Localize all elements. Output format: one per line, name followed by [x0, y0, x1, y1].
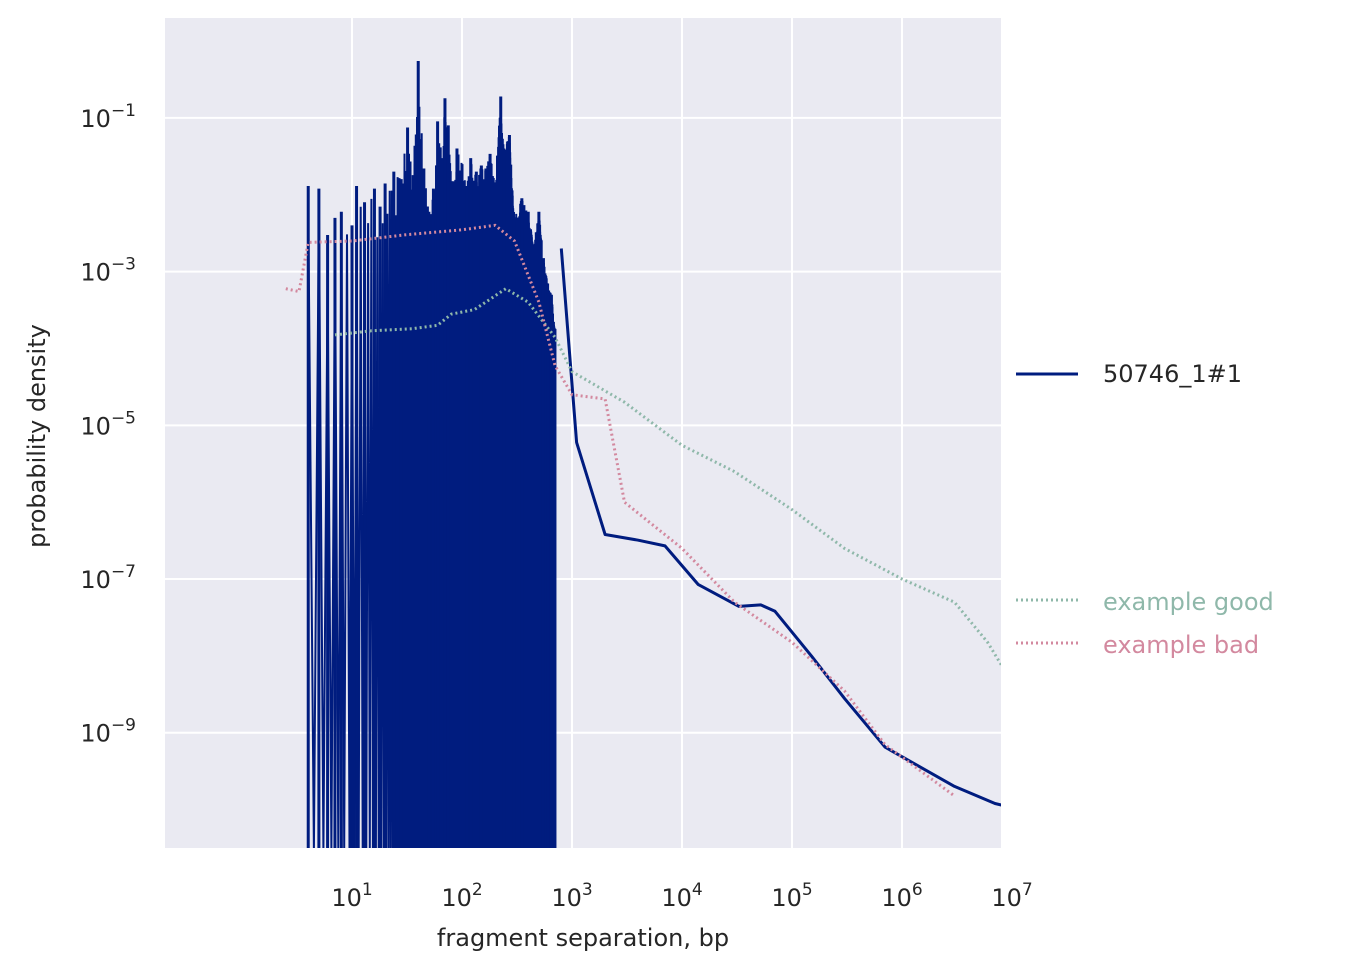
x-axis-ticks: 101 102 103 104 105 106 107 — [331, 880, 1032, 912]
series-line-good — [334, 287, 1001, 668]
plot-area — [165, 18, 1001, 848]
x-tick-label: 103 — [551, 880, 592, 912]
x-tick-label: 106 — [881, 880, 922, 912]
legend-label-main: 50746_1#1 — [1103, 360, 1242, 388]
x-tick-label: 104 — [661, 880, 702, 912]
legend-label-bad: example bad — [1103, 631, 1259, 659]
y-axis-ticks: 10−1 10−3 10−5 10−7 10−9 — [80, 101, 136, 748]
x-tick-label: 102 — [441, 880, 482, 912]
series-layer — [285, 61, 1001, 848]
x-tick-label: 101 — [331, 880, 372, 912]
series-line-main — [559, 248, 1001, 807]
legend-examples: example good example bad — [1016, 588, 1274, 659]
legend-main: 50746_1#1 — [1016, 360, 1242, 388]
y-axis-label: probability density — [23, 324, 51, 548]
legend-label-good: example good — [1103, 588, 1274, 616]
grid — [165, 18, 1013, 848]
x-tick-label: 107 — [991, 880, 1032, 912]
y-tick-label: 10−1 — [80, 101, 136, 133]
x-tick-label: 105 — [771, 880, 812, 912]
x-axis-label: fragment separation, bp — [437, 924, 729, 952]
y-tick-label: 10−9 — [80, 716, 136, 748]
y-tick-label: 10−5 — [80, 408, 136, 440]
y-tick-label: 10−7 — [80, 562, 136, 594]
y-tick-label: 10−3 — [80, 255, 136, 287]
